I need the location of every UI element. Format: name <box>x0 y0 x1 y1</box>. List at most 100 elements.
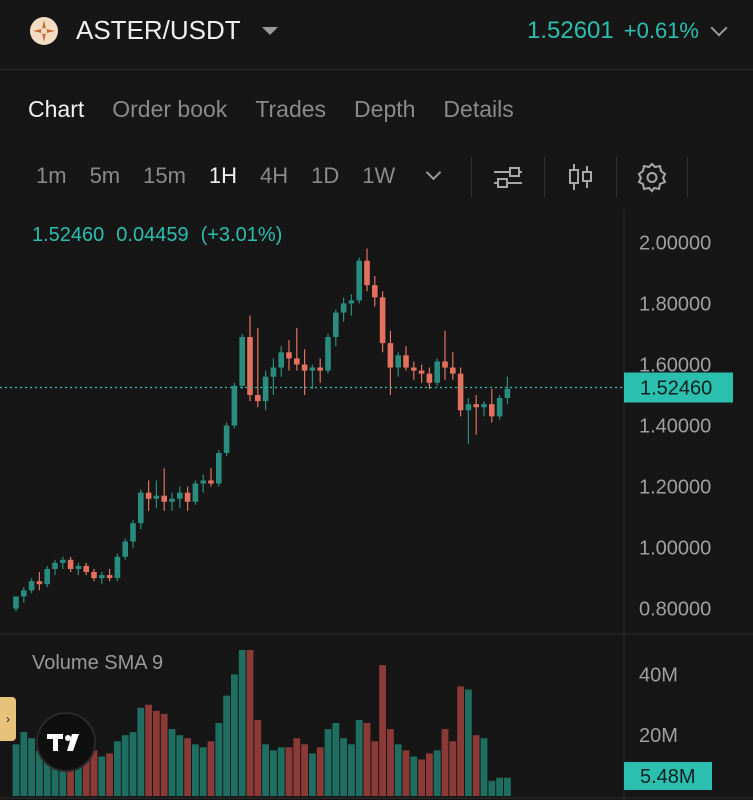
volume-bar <box>254 719 262 796</box>
volume-bar <box>480 738 488 796</box>
candle <box>489 388 495 423</box>
toolbar-divider <box>471 157 472 197</box>
pair-caret-icon[interactable] <box>262 27 278 35</box>
interval-15m[interactable]: 15m <box>143 163 186 188</box>
candle <box>169 492 175 511</box>
volume-bar <box>387 729 394 796</box>
tab-details[interactable]: Details <box>443 96 514 122</box>
volume-bar <box>402 750 410 796</box>
tab-depth[interactable]: Depth <box>354 96 416 122</box>
price-tick-label: 1.00000 <box>639 538 711 560</box>
volume-bar <box>285 747 293 796</box>
volume-bar <box>449 741 457 796</box>
candle <box>239 333 245 389</box>
candle <box>426 367 433 389</box>
tab-order-book[interactable]: Order book <box>112 96 228 122</box>
volume-bar <box>472 735 480 796</box>
volume-bar <box>207 741 215 796</box>
toolbar-divider <box>616 157 617 197</box>
tab-chart[interactable]: Chart <box>28 96 85 122</box>
candle <box>379 291 386 353</box>
candle <box>442 330 448 380</box>
volume-tick-label: 40M <box>639 664 678 686</box>
more-intervals-chevron-icon[interactable] <box>425 164 442 181</box>
chart-settings-icon[interactable] <box>492 161 524 193</box>
volume-bar <box>316 747 324 796</box>
price-tick-label: 1.40000 <box>639 416 711 438</box>
volume-bar <box>488 780 496 796</box>
volume-bar <box>192 744 199 796</box>
volume-bar <box>246 650 254 796</box>
price-tick-label: 1.60000 <box>639 354 711 376</box>
candle <box>200 474 206 493</box>
volume-bar <box>51 747 59 796</box>
candle <box>91 568 97 582</box>
toolbar-divider <box>687 157 688 197</box>
volume-bar <box>262 744 269 796</box>
candle <box>130 520 136 548</box>
volume-bar <box>332 723 340 796</box>
interval-5m[interactable]: 5m <box>89 163 121 188</box>
header: ASTER/USDT 1.52601 +0.61% <box>0 0 753 70</box>
volume-bar <box>160 713 168 796</box>
candle <box>177 486 183 508</box>
candle <box>122 538 128 560</box>
volume-bar <box>394 744 402 796</box>
candle <box>75 562 82 576</box>
volume-bar <box>496 777 503 796</box>
interval-1w[interactable]: 1W <box>362 163 396 188</box>
candle <box>44 565 50 588</box>
expand-panel-handle[interactable]: › <box>0 697 16 741</box>
volume-bar <box>231 674 238 796</box>
ticker-summary[interactable]: 1.52601 +0.61% <box>527 17 728 45</box>
tradingview-logo-icon[interactable] <box>36 712 96 772</box>
tab-trades[interactable]: Trades <box>255 96 327 122</box>
volume-bar <box>238 650 246 796</box>
volume-bar <box>418 759 425 796</box>
volume-bar <box>20 732 28 796</box>
candle <box>208 468 214 487</box>
volume-bar <box>168 729 176 796</box>
candle <box>340 297 347 322</box>
interval-selector: 1m 5m 15m 1H 4H 1D 1W <box>36 163 418 189</box>
volume-bar <box>137 707 145 796</box>
volume-bar <box>433 750 441 796</box>
candle <box>457 367 464 417</box>
legend-change-pct: (+3.01%) <box>200 224 283 246</box>
volume-bar <box>199 747 207 796</box>
candle <box>21 587 27 603</box>
volume-bar <box>153 710 160 796</box>
chevron-down-icon[interactable] <box>710 19 728 37</box>
interval-1h[interactable]: 1H <box>208 163 238 188</box>
candle <box>496 395 503 420</box>
volume-bar <box>324 729 332 796</box>
candle <box>231 382 238 429</box>
candle <box>99 572 105 585</box>
candle <box>138 489 144 530</box>
ohlc-legend: 1.52460 0.04459 (+3.01%) <box>32 224 294 247</box>
volume-bar <box>215 723 223 796</box>
candle <box>450 352 456 380</box>
current-volume-tag <box>624 762 712 790</box>
price-tick-label: 2.00000 <box>639 232 711 254</box>
volume-bar <box>465 689 472 796</box>
price-chart[interactable]: 2.00000 1.80000 1.60000 1.40000 1.20000 1.000… <box>0 210 753 800</box>
candle <box>106 568 113 582</box>
candle <box>473 395 479 435</box>
volume-indicator-label: Volume SMA 9 <box>32 652 164 674</box>
interval-1d[interactable]: 1D <box>311 163 340 188</box>
volume-bar <box>379 665 386 796</box>
gear-icon[interactable] <box>636 161 668 193</box>
candle <box>223 422 230 457</box>
interval-1m[interactable]: 1m <box>36 163 67 188</box>
candle <box>403 346 409 371</box>
candle <box>348 294 355 316</box>
volume-bar <box>340 738 347 796</box>
interval-4h[interactable]: 4H <box>260 163 289 188</box>
candle <box>262 370 269 411</box>
volume-bar <box>293 738 301 796</box>
pair-selector[interactable]: ASTER/USDT <box>76 15 241 45</box>
candle-type-icon[interactable] <box>565 161 597 193</box>
volume-bar <box>98 756 106 796</box>
volume-bar <box>355 719 363 796</box>
